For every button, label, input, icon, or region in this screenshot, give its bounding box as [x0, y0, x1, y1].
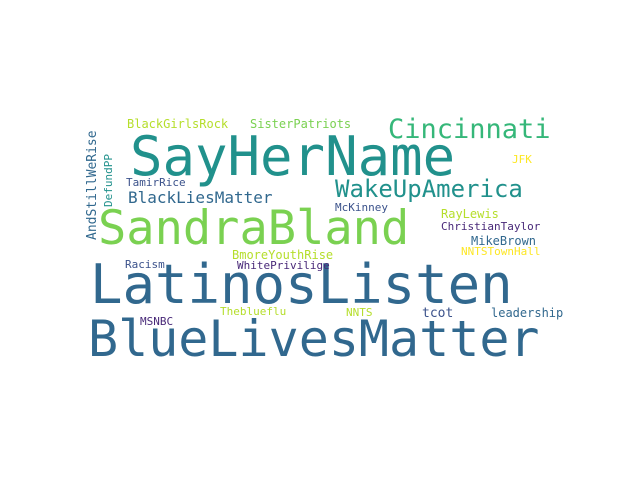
word-blackgirlsrock: BlackGirlsRock — [127, 117, 229, 131]
word-cincinnati: Cincinnati — [388, 114, 551, 145]
word-leadership: leadership — [491, 306, 564, 320]
word-jfk: JFK — [512, 153, 532, 166]
word-whiteprivilige: WhitePrivilige — [237, 259, 330, 272]
word-msnbc: MSNBC — [140, 315, 174, 328]
word-defundpp: DefundPP — [102, 154, 115, 207]
word-raylewis: RayLewis — [441, 207, 499, 221]
word-christiantaylor: ChristianTaylor — [441, 220, 541, 233]
word-andstillwerise: AndStillWeRise — [85, 130, 100, 240]
word-wakeupamerica: WakeUpAmerica — [335, 175, 523, 203]
word-sandrabland: SandraBland — [98, 201, 410, 256]
word-sisterpatriots: SisterPatriots — [250, 117, 352, 131]
word-tamirrice: TamirRice — [126, 176, 186, 189]
word-blackliesmatter: BlackLiesMatter — [128, 188, 273, 207]
word-nnts: NNTS — [346, 306, 373, 319]
word-latinoslisten: LatinosListen — [90, 253, 513, 316]
word-bmoreyouthrise: BmoreYouthRise — [232, 248, 334, 262]
word-mckinney: McKinney — [335, 201, 388, 214]
word-bluelivesmatter: BlueLivesMatter — [88, 310, 540, 368]
word-mikebrown: MikeBrown — [471, 234, 537, 248]
word-tcot: tcot — [422, 306, 454, 321]
word-sayhername: SayHerName — [130, 125, 456, 188]
word-theblueflu: Theblueflu — [220, 305, 287, 318]
word-nntstownhall: NNTSTownHall — [461, 245, 541, 258]
word-racism: Racism — [125, 258, 165, 271]
